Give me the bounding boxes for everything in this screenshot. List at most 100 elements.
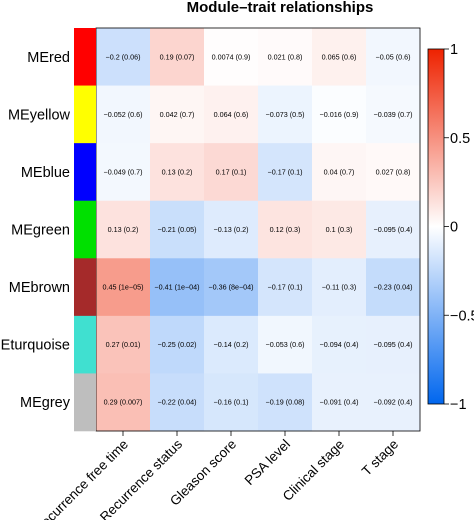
heatmap-cell xyxy=(366,200,421,259)
column-label: T stage xyxy=(359,437,401,479)
heatmap-cell xyxy=(96,373,151,432)
module-color-bar xyxy=(74,315,96,374)
cell-label: −0.14 (0.2) xyxy=(214,340,249,349)
heatmap-cell xyxy=(312,315,367,374)
heatmap-cell xyxy=(96,85,151,144)
heatmap-cell xyxy=(366,258,421,317)
heatmap-cell xyxy=(204,28,259,86)
row-label: MEgrey xyxy=(20,395,71,411)
cell-label: −0.095 (0.4) xyxy=(374,225,413,234)
scale-tick-label: 1 xyxy=(450,42,458,58)
scale-tick-label: 0 xyxy=(450,220,458,236)
cell-label: 0.17 (0.1) xyxy=(216,167,247,176)
cell-label: −0.049 (0.7) xyxy=(104,167,143,176)
column-label: PSA level xyxy=(242,437,293,488)
module-color-bars xyxy=(74,28,96,432)
heatmap-cell xyxy=(258,373,313,432)
heatmap-cell xyxy=(312,258,367,317)
row-label: MEgreen xyxy=(11,223,70,239)
heatmap-cell xyxy=(96,200,151,259)
cell-label: 0.042 (0.7) xyxy=(160,110,195,119)
cell-label: 0.29 (0.007) xyxy=(104,398,143,407)
color-scale-bar xyxy=(427,48,445,405)
cell-label: −0.16 (0.1) xyxy=(214,398,249,407)
heatmap-cell xyxy=(312,143,367,202)
heatmap-cell xyxy=(366,28,421,86)
module-color-bar xyxy=(74,200,96,259)
heatmap-cell xyxy=(204,85,259,144)
scale-tick-label: −1 xyxy=(450,397,467,413)
heatmap-cell xyxy=(96,143,151,202)
heatmap-cell xyxy=(258,85,313,144)
cell-label: 0.27 (0.01) xyxy=(106,340,141,349)
cell-label: −0.092 (0.4) xyxy=(374,398,413,407)
heatmap-cell xyxy=(204,200,259,259)
cell-label: −0.05 (0.6) xyxy=(376,52,411,61)
cell-label: 0.13 (0.2) xyxy=(108,225,139,234)
cell-label: 0.065 (0.6) xyxy=(322,52,357,61)
heatmap-cell xyxy=(96,315,151,374)
heatmap-cell xyxy=(150,85,205,144)
heatmap-cell xyxy=(366,85,421,144)
row-label: MEturquoise xyxy=(0,338,70,354)
cell-label: 0.04 (0.7) xyxy=(324,167,355,176)
cell-label: −0.095 (0.4) xyxy=(374,340,413,349)
cell-label: 0.19 (0.07) xyxy=(160,52,195,61)
cell-label: 0.12 (0.3) xyxy=(270,225,301,234)
heatmap-cell xyxy=(312,373,367,432)
color-scale-legend: 1 0.5 0 −0.5 −1 xyxy=(427,42,474,413)
heatmap-cell xyxy=(204,143,259,202)
row-label: MEblue xyxy=(21,165,70,181)
cell-label: −0.016 (0.9) xyxy=(320,110,359,119)
cell-label: 0.45 (1e−05) xyxy=(103,283,144,292)
cell-label: 0.021 (0.8) xyxy=(268,52,303,61)
cell-label: −0.17 (0.1) xyxy=(268,167,303,176)
cell-label: 0.1 (0.3) xyxy=(326,225,353,234)
row-label: MEred xyxy=(27,50,70,66)
heatmap-cells: −0.2 (0.06) 0.19 (0.07) 0.0074 (0.9) 0.021 … xyxy=(95,27,421,432)
cell-label: −0.091 (0.4) xyxy=(320,398,359,407)
heatmap-cell xyxy=(204,258,259,317)
scale-tick-label: 0.5 xyxy=(450,131,470,147)
cell-label: 0.027 (0.8) xyxy=(376,167,411,176)
chart-title: Module–trait relationships xyxy=(187,0,374,16)
heatmap-cell xyxy=(312,200,367,259)
cell-label: −0.22 (0.04) xyxy=(158,398,197,407)
heatmap-cell xyxy=(258,200,313,259)
heatmap-cell xyxy=(258,143,313,202)
heatmap-cell xyxy=(366,315,421,374)
row-labels: MEred MEyellow MEblue MEgreen MEbrown MEturqu… xyxy=(0,50,71,411)
row-label: MEyellow xyxy=(8,107,71,123)
cell-label: −0.41 (1e−04) xyxy=(154,283,199,292)
cell-label: 0.13 (0.2) xyxy=(162,167,193,176)
cell-label: 0.064 (0.6) xyxy=(214,110,249,119)
module-color-bar xyxy=(74,258,96,317)
heatmap-cell xyxy=(150,373,205,432)
heatmap-cell xyxy=(150,315,205,374)
cell-label: −0.094 (0.4) xyxy=(320,340,359,349)
heatmap-cell xyxy=(150,200,205,259)
heatmap-cell xyxy=(204,315,259,374)
cell-label: −0.11 (0.3) xyxy=(322,283,356,292)
heatmap-cell xyxy=(258,258,313,317)
heatmap-cell xyxy=(366,373,421,432)
cell-label: −0.19 (0.08) xyxy=(266,398,305,407)
heatmap-cell xyxy=(258,315,313,374)
cell-label: 0.0074 (0.9) xyxy=(212,52,251,61)
cell-label: −0.21 (0.05) xyxy=(158,225,197,234)
cell-label: −0.36 (8e−04) xyxy=(208,283,253,292)
module-color-bar xyxy=(74,143,96,202)
module-color-bar xyxy=(74,373,96,432)
cell-label: −0.2 (0.06) xyxy=(106,52,141,61)
heatmap-cell xyxy=(150,143,205,202)
heatmap-cell xyxy=(366,143,421,202)
heatmap-cell xyxy=(312,85,367,144)
heatmap-cell xyxy=(312,28,367,86)
module-color-bar xyxy=(74,28,96,86)
cell-label: −0.23 (0.04) xyxy=(374,283,413,292)
row-label: MEbrown xyxy=(9,280,70,296)
heatmap-cell xyxy=(96,28,151,86)
module-color-bar xyxy=(74,85,96,144)
